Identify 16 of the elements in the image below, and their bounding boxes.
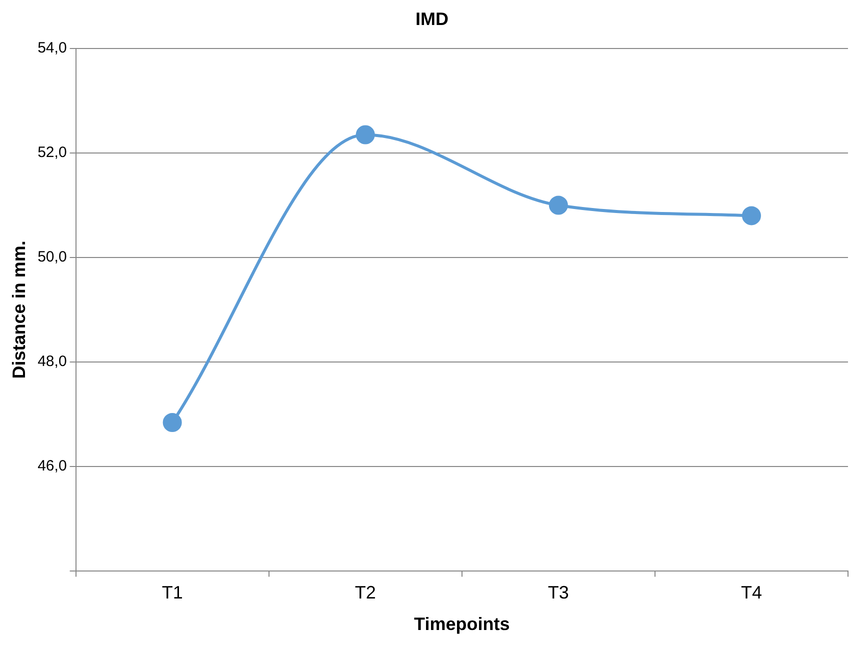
y-axis-title: Distance in mm. — [8, 240, 29, 379]
x-tick-label: T2 — [354, 582, 376, 603]
point — [548, 196, 568, 215]
y-tick-label: 52,0 — [38, 144, 67, 162]
x-axis-title: Timepoints — [414, 614, 510, 634]
point — [356, 125, 375, 144]
x-tick-label: T1 — [162, 582, 183, 603]
y-tick-label: 48,0 — [38, 353, 67, 370]
y-tick-label: 46,0 — [38, 458, 67, 474]
point — [162, 412, 182, 432]
y-tick-label: 54,0 — [38, 40, 67, 57]
chart-title: IMD — [416, 8, 448, 29]
x-tick-label: T4 — [740, 582, 762, 603]
x-tick-label: T3 — [548, 582, 569, 603]
point — [742, 206, 761, 226]
y-tick-label: 50,0 — [38, 248, 67, 266]
